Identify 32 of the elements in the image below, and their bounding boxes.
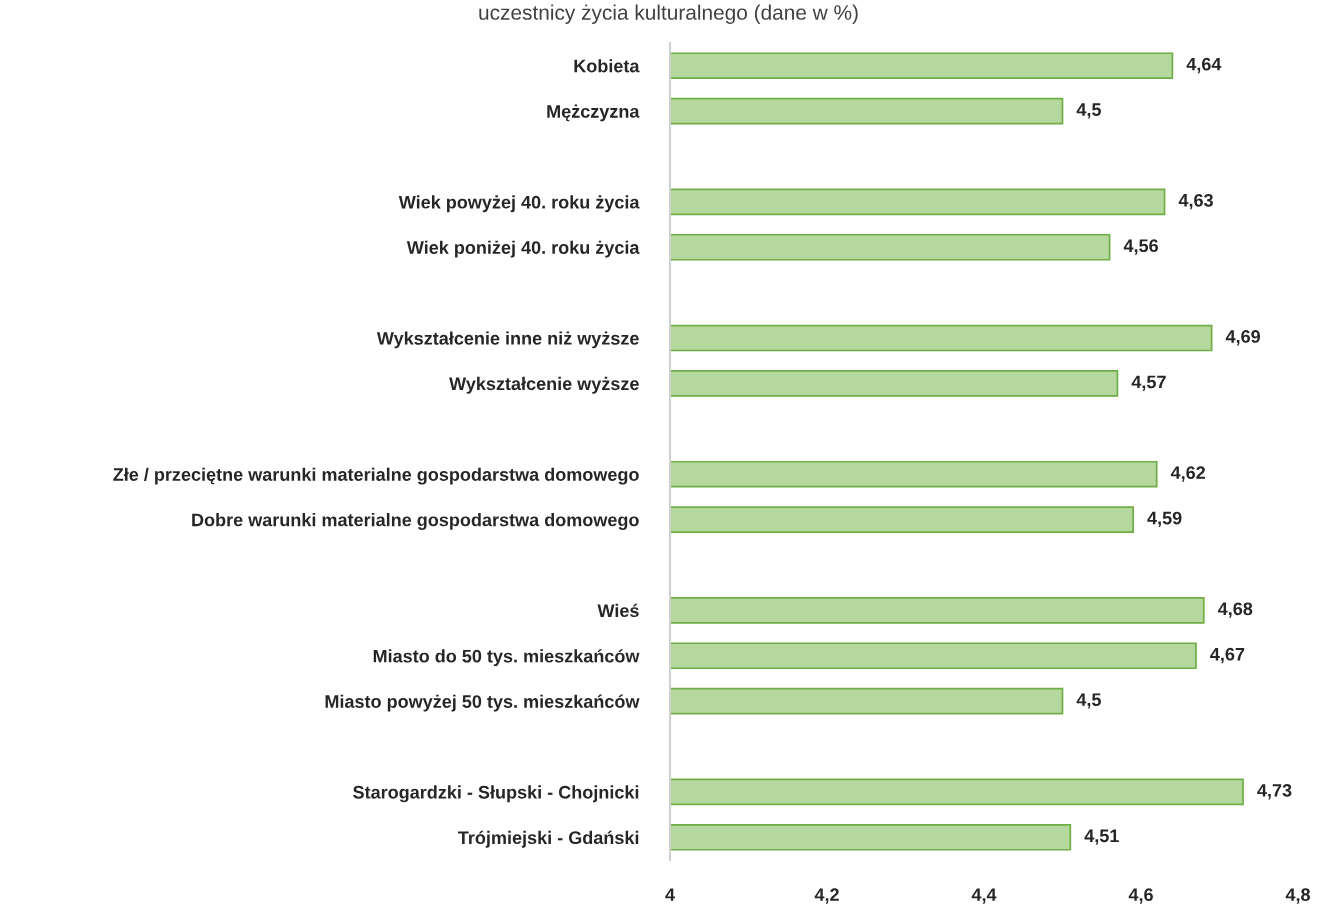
x-tick-label: 4	[665, 888, 675, 901]
y-tick-label: Kobieta	[574, 59, 640, 73]
y-tick-label: Miasto do 50 tys. mieszkańców	[373, 649, 640, 667]
data-label: 4,62	[1170, 466, 1206, 482]
y-tick-label: Wykształcenie wyższe	[449, 376, 639, 394]
data-label: 4,67	[1210, 647, 1245, 664]
y-tick-label: Złe / przeciętne warunki materialne gospodarstwa domowego	[113, 467, 639, 485]
x-tick-label: 4,6	[1128, 888, 1153, 904]
chart-title: uczestnicy życia kulturalnego (dane w %)	[479, 4, 858, 24]
data-label: 4,63	[1178, 193, 1213, 210]
data-label: 4,57	[1131, 375, 1166, 391]
y-tick-label: Starogardzki - Słupski - Chojnicki	[353, 785, 639, 803]
data-label: 4,51	[1084, 829, 1119, 845]
data-label: 4,73	[1257, 783, 1292, 800]
data-label: 4,69	[1225, 330, 1261, 346]
data-label: 4,56	[1123, 239, 1158, 255]
y-tick-label: Mężczyzna	[547, 104, 640, 122]
data-label: 4,59	[1147, 511, 1182, 528]
y-tick-label: Trójmiejski - Gdański	[458, 830, 639, 848]
data-label: 4,64	[1186, 57, 1222, 74]
y-tick-label: Wieś	[597, 603, 639, 618]
y-tick-label: Dobre warunki materialne gospodarstwa domowego	[192, 513, 639, 530]
y-tick-label: Wykształcenie inne niż wyższe	[376, 331, 639, 349]
y-tick-label: Wiek poniżej 40. roku życia	[406, 240, 640, 258]
x-tick-label: 4,8	[1285, 888, 1310, 904]
data-label: 4,5	[1076, 103, 1101, 119]
data-label: 4,68	[1217, 602, 1253, 618]
data-label: 4,5	[1076, 693, 1101, 709]
y-tick-label: Wiek powyżej 40. roku życia	[398, 195, 640, 213]
x-tick-label: 4,2	[814, 888, 839, 904]
y-tick-label: Miasto powyżej 50 tys. mieszkańców	[325, 694, 640, 712]
x-tick-label: 4,4	[971, 888, 997, 904]
